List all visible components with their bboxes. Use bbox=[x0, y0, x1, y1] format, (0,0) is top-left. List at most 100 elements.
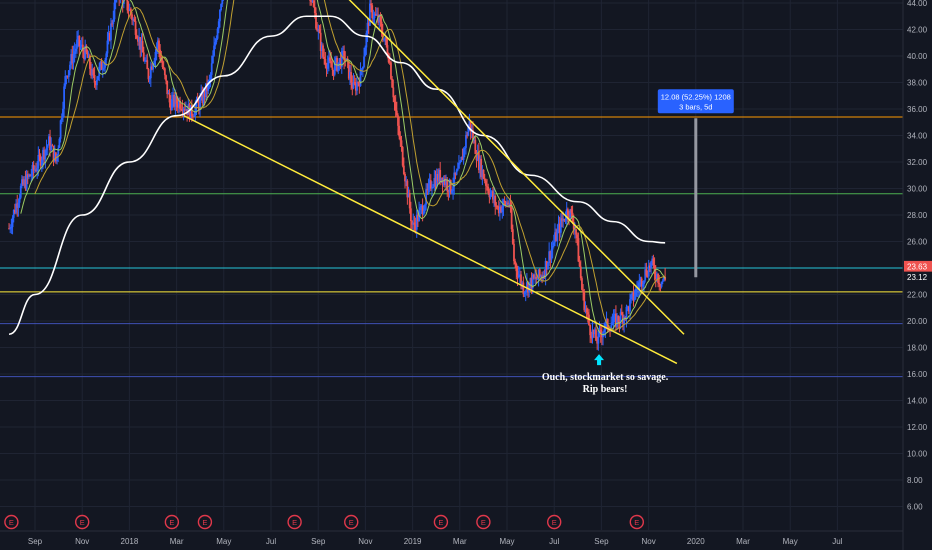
candle-body bbox=[535, 276, 538, 280]
candle-body bbox=[337, 62, 340, 71]
earnings-marker-icon[interactable] bbox=[629, 514, 644, 530]
candle-body bbox=[542, 275, 545, 279]
candle-body bbox=[129, 8, 132, 15]
moving-average-fast[interactable] bbox=[20, 0, 666, 336]
candle-body bbox=[371, 5, 374, 19]
candle-body bbox=[21, 179, 23, 187]
candle-body bbox=[483, 178, 486, 181]
candle-body bbox=[522, 282, 525, 294]
candle-body bbox=[372, 18, 375, 20]
candle-body bbox=[405, 180, 408, 182]
candle-body bbox=[639, 278, 642, 283]
candle-body bbox=[661, 280, 664, 282]
candle-body bbox=[108, 33, 111, 41]
candle-body bbox=[420, 205, 423, 208]
candle-body bbox=[312, 0, 315, 7]
earnings-marker-icon[interactable] bbox=[74, 514, 90, 530]
candle-body bbox=[67, 70, 70, 78]
candle-body bbox=[52, 145, 55, 162]
y-tick-label: 14.00 bbox=[907, 397, 928, 406]
moving-average-long[interactable] bbox=[8, 15, 666, 336]
candle-body bbox=[149, 66, 152, 79]
y-tick-label: 18.00 bbox=[907, 344, 928, 353]
x-tick-label: 2019 bbox=[404, 537, 422, 546]
candle-body bbox=[93, 74, 96, 83]
earnings-marker-icon[interactable] bbox=[197, 514, 213, 530]
candle-body bbox=[414, 224, 417, 230]
trend-line[interactable] bbox=[200, 0, 685, 335]
candle-body bbox=[353, 82, 356, 84]
candle-body bbox=[415, 214, 418, 230]
x-tick-label: Nov bbox=[641, 537, 655, 546]
candle-body bbox=[536, 278, 539, 280]
candle-body bbox=[534, 276, 536, 279]
candle-body bbox=[57, 147, 60, 155]
annotation-text-line1: Ouch, stockmarket so savage. bbox=[542, 372, 669, 383]
candle-body bbox=[315, 13, 317, 29]
candle-body bbox=[55, 152, 57, 162]
earnings-marker-icon[interactable] bbox=[287, 514, 302, 530]
candle-body bbox=[153, 60, 156, 65]
candle-body bbox=[78, 35, 81, 47]
candle-body bbox=[435, 173, 438, 187]
x-tick-label: 2020 bbox=[687, 537, 705, 546]
candle-body bbox=[640, 278, 643, 287]
candle-body bbox=[391, 78, 394, 88]
candle-body bbox=[356, 81, 358, 91]
moving-average-slow[interactable] bbox=[34, 0, 666, 331]
candle-body bbox=[179, 100, 181, 109]
candle-body bbox=[335, 57, 337, 63]
candle-body bbox=[445, 180, 447, 185]
candle-body bbox=[513, 243, 515, 262]
earnings-marker-icon[interactable] bbox=[4, 514, 19, 530]
candle-body bbox=[507, 202, 510, 205]
candle-body bbox=[139, 37, 142, 50]
candle-body bbox=[496, 206, 499, 208]
candle-body bbox=[368, 3, 371, 26]
candle-body bbox=[66, 75, 69, 78]
candle-body bbox=[344, 59, 347, 62]
candle-body bbox=[596, 340, 599, 344]
candle-body bbox=[313, 6, 316, 14]
candle-body bbox=[582, 289, 585, 293]
candle-body bbox=[528, 282, 531, 293]
candle-body bbox=[110, 23, 112, 41]
trend-line[interactable] bbox=[183, 114, 678, 365]
earnings-marker-icon[interactable] bbox=[164, 514, 180, 530]
candle-body bbox=[40, 160, 43, 166]
candle-body bbox=[511, 229, 514, 244]
candle-body bbox=[137, 38, 139, 42]
candle-body bbox=[208, 79, 211, 82]
candle-body bbox=[8, 228, 10, 230]
y-tick-label: 12.00 bbox=[907, 423, 928, 432]
candle-body bbox=[144, 60, 146, 62]
price-badge bbox=[904, 271, 932, 283]
candle-body bbox=[378, 15, 381, 23]
candle-body bbox=[113, 2, 116, 20]
candle-body bbox=[210, 63, 213, 75]
candle-body bbox=[399, 136, 402, 141]
candle-body bbox=[91, 69, 94, 76]
candle-body bbox=[633, 295, 636, 300]
candle-body bbox=[99, 61, 102, 67]
candle-body bbox=[482, 169, 485, 179]
earnings-marker-icon[interactable] bbox=[476, 514, 491, 530]
candle-body bbox=[421, 205, 424, 215]
earnings-marker-icon[interactable] bbox=[344, 514, 359, 530]
candle-body bbox=[46, 145, 49, 148]
candles bbox=[8, 0, 667, 351]
earnings-marker-icon[interactable] bbox=[547, 514, 562, 530]
candle-body bbox=[449, 179, 452, 193]
candle-body bbox=[142, 52, 145, 62]
candle-body bbox=[317, 29, 320, 31]
up-arrow-icon bbox=[594, 354, 605, 366]
candle-body bbox=[206, 83, 208, 91]
candle-body bbox=[167, 93, 170, 95]
candle-body bbox=[388, 62, 391, 64]
earnings-marker-icon[interactable] bbox=[433, 514, 449, 530]
candle-body bbox=[461, 156, 464, 161]
measure-label-box[interactable] bbox=[657, 89, 734, 114]
candle-body bbox=[566, 209, 569, 215]
